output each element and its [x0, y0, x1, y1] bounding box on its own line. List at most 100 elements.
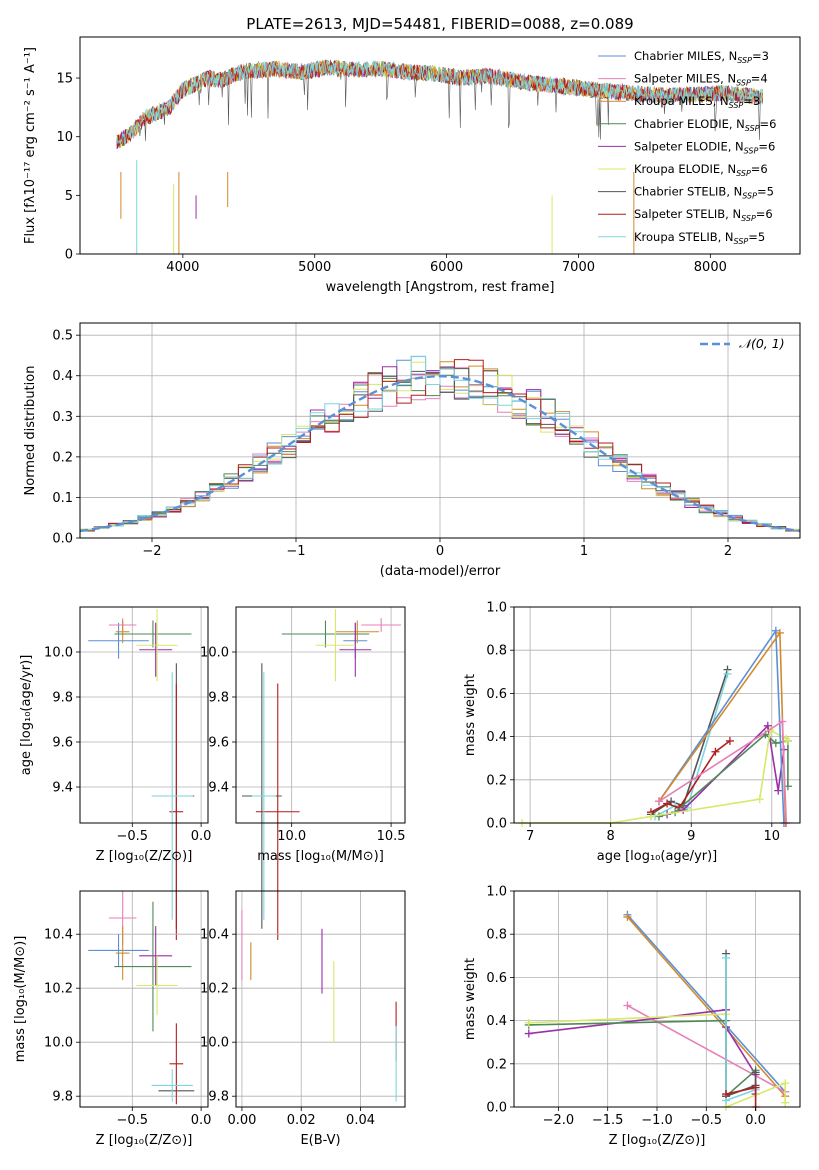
y-tick-label: 9.8 [208, 1090, 229, 1105]
residual-histogram-panel: −2 −1 0 1 2 0.0 0.1 0.2 0.3 0.4 0.5 (data-model)/er… [23, 322, 801, 579]
y-tick-label: 10.0 [44, 646, 73, 661]
x-tick-label: −2 [142, 544, 161, 559]
mass-weight-marker [723, 669, 732, 678]
x-tick-label: 10.0 [277, 829, 306, 844]
x-tick-label: −0.5 [691, 1113, 723, 1128]
mass-weight-marker [524, 1018, 533, 1027]
y-tick-label: 0 [65, 248, 73, 263]
x-tick-label: −1.5 [592, 1113, 624, 1128]
legend-label: Chabrier ELODIE, NSSP=6 [634, 117, 776, 133]
x-tick-label: 8000 [694, 260, 727, 275]
x-tick-label: −2.0 [543, 1113, 575, 1128]
x-axis-label: wavelength [Angstrom, rest frame] [326, 280, 555, 295]
spectrum-line [116, 59, 763, 149]
x-tick-label: 0.00 [227, 1113, 256, 1128]
axes-frame [79, 606, 209, 824]
y-axis-label: age [log₁₀(age/yr)] [19, 655, 34, 776]
x-tick-label: −1.0 [641, 1113, 673, 1128]
x-axis-label: Z [log₁₀(Z/Z⊙)] [96, 1133, 193, 1148]
y-tick-label: 9.6 [52, 736, 73, 751]
mass-weight-marker [774, 786, 783, 795]
y-tick-label: 0.0 [486, 817, 507, 832]
y-tick-label: 5 [65, 189, 73, 204]
x-tick-label: 0.0 [745, 1113, 766, 1128]
x-axis-label: Z [log₁₀(Z/Z⊙)] [96, 849, 193, 864]
mass-weight-marker [655, 797, 664, 806]
mass-weight-marker [771, 626, 780, 635]
x-tick-label: 0.0 [191, 1113, 212, 1128]
y-tick-label: 9.8 [52, 691, 73, 706]
mass-weight-marker [751, 1068, 760, 1077]
mass-weight-marker [524, 1029, 533, 1038]
mass-weight-marker [781, 1079, 790, 1088]
mass-weight-marker [781, 1098, 790, 1107]
mass-weight-marker [646, 812, 655, 821]
mass-weight-vs-metallicity-panel: −2.0 −1.5 −1.0 −0.5 0.0 0.0 0.2 0.4 0.6 0.8 1.0 Z [… [463, 885, 801, 1148]
y-tick-label: 10.0 [200, 646, 229, 661]
y-tick-label: 10.2 [200, 982, 229, 997]
y-tick-label: 0.8 [486, 644, 507, 659]
x-tick-label: 0.02 [287, 1113, 316, 1128]
axes-frame [235, 890, 406, 1108]
spectrum-line [116, 59, 763, 146]
mass-vs-metallicity-panel: −0.5 0.0 9.8 10.0 10.2 10.4 Z [log₁₀(Z/Z⊙)] mas… [13, 890, 212, 1148]
y-tick-label: 0.0 [52, 532, 73, 547]
legend-label: Salpeter MILES, NSSP=4 [634, 72, 768, 88]
y-axis-label: mass weight [463, 674, 478, 756]
mass-weight-marker [711, 747, 720, 756]
mass-weight-marker [655, 812, 664, 821]
mass-weight-marker [722, 1090, 731, 1099]
mass-weight-marker [763, 721, 772, 730]
y-axis-label: Flux [fλ10⁻¹⁷ erg cm⁻² s⁻¹ A⁻¹] [23, 47, 38, 244]
y-tick-label: 10 [56, 130, 73, 145]
mass-weight-marker [751, 1083, 760, 1092]
x-tick-label: 7 [526, 829, 534, 844]
legend-label: Kroupa ELODIE, NSSP=6 [634, 162, 768, 178]
mass-weight-marker [663, 799, 672, 808]
x-tick-label: 10.5 [377, 829, 406, 844]
x-tick-label: 0.0 [191, 829, 212, 844]
legend-label: Salpeter STELIB, NSSP=6 [634, 207, 773, 223]
x-tick-label: 6000 [430, 260, 463, 275]
mass-weight-marker [778, 717, 787, 726]
x-tick-label: 9 [687, 829, 695, 844]
mass-weight-line [528, 1019, 757, 1098]
legend-label: Chabrier STELIB, NSSP=5 [634, 185, 774, 201]
y-tick-label: 10.2 [44, 982, 73, 997]
axes-frame [79, 36, 801, 255]
spectrum-line [116, 59, 763, 149]
legend-label: Chabrier MILES, NSSP=3 [634, 49, 769, 65]
y-tick-label: 0.8 [486, 928, 507, 943]
mass-weight-vs-age-panel: 7 8 9 10 0.0 0.2 0.4 0.6 0.8 1.0 age [log₁₀(age/yr… [463, 601, 801, 864]
x-tick-label: 5000 [298, 260, 331, 275]
y-tick-label: 0.1 [52, 491, 73, 506]
y-tick-label: 9.6 [208, 736, 229, 751]
mass-vs-extinction-panel: 0.00 0.02 0.04 9.8 10.0 10.2 10.4 E(B-V) [200, 890, 406, 1148]
y-tick-label: 0.3 [52, 410, 73, 425]
y-tick-label: 0.6 [486, 971, 507, 986]
x-tick-label: 8 [607, 829, 615, 844]
spectrum-panel: 4000 5000 6000 7000 8000 0 5 10 15 wavelength [An… [23, 36, 801, 295]
legend-label: Salpeter ELODIE, NSSP=6 [634, 139, 775, 155]
y-tick-label: 15 [56, 72, 73, 87]
histogram-steps [80, 356, 800, 531]
y-axis-label: Normed distribution [23, 366, 38, 496]
age-vs-mass-panel: 10.0 10.5 9.4 9.6 9.8 10.0 mass [log₁₀(M/M⊙)] [200, 606, 406, 940]
x-tick-label: 2 [724, 544, 732, 559]
x-axis-label: mass [log₁₀(M/M⊙)] [257, 849, 384, 864]
mass-weight-marker [623, 1001, 632, 1010]
spectrum-title: PLATE=2613, MJD=54481, FIBERID=0088, z=0… [246, 15, 633, 33]
y-tick-label: 1.0 [486, 885, 507, 900]
mass-weight-marker [623, 912, 632, 921]
mass-weight-marker [755, 795, 764, 804]
x-tick-label: 1 [580, 544, 588, 559]
legend-label: Kroupa STELIB, NSSP=5 [634, 230, 765, 246]
x-axis-label: (data-model)/error [380, 564, 501, 579]
y-tick-label: 9.8 [52, 1090, 73, 1105]
y-tick-label: 9.4 [208, 781, 229, 796]
y-axis-label: mass [log₁₀(M/M⊙)] [13, 936, 28, 1063]
y-tick-label: 0.2 [486, 773, 507, 788]
y-tick-label: 0.6 [486, 687, 507, 702]
legend-label: Kroupa MILES, NSSP=3 [634, 94, 760, 110]
